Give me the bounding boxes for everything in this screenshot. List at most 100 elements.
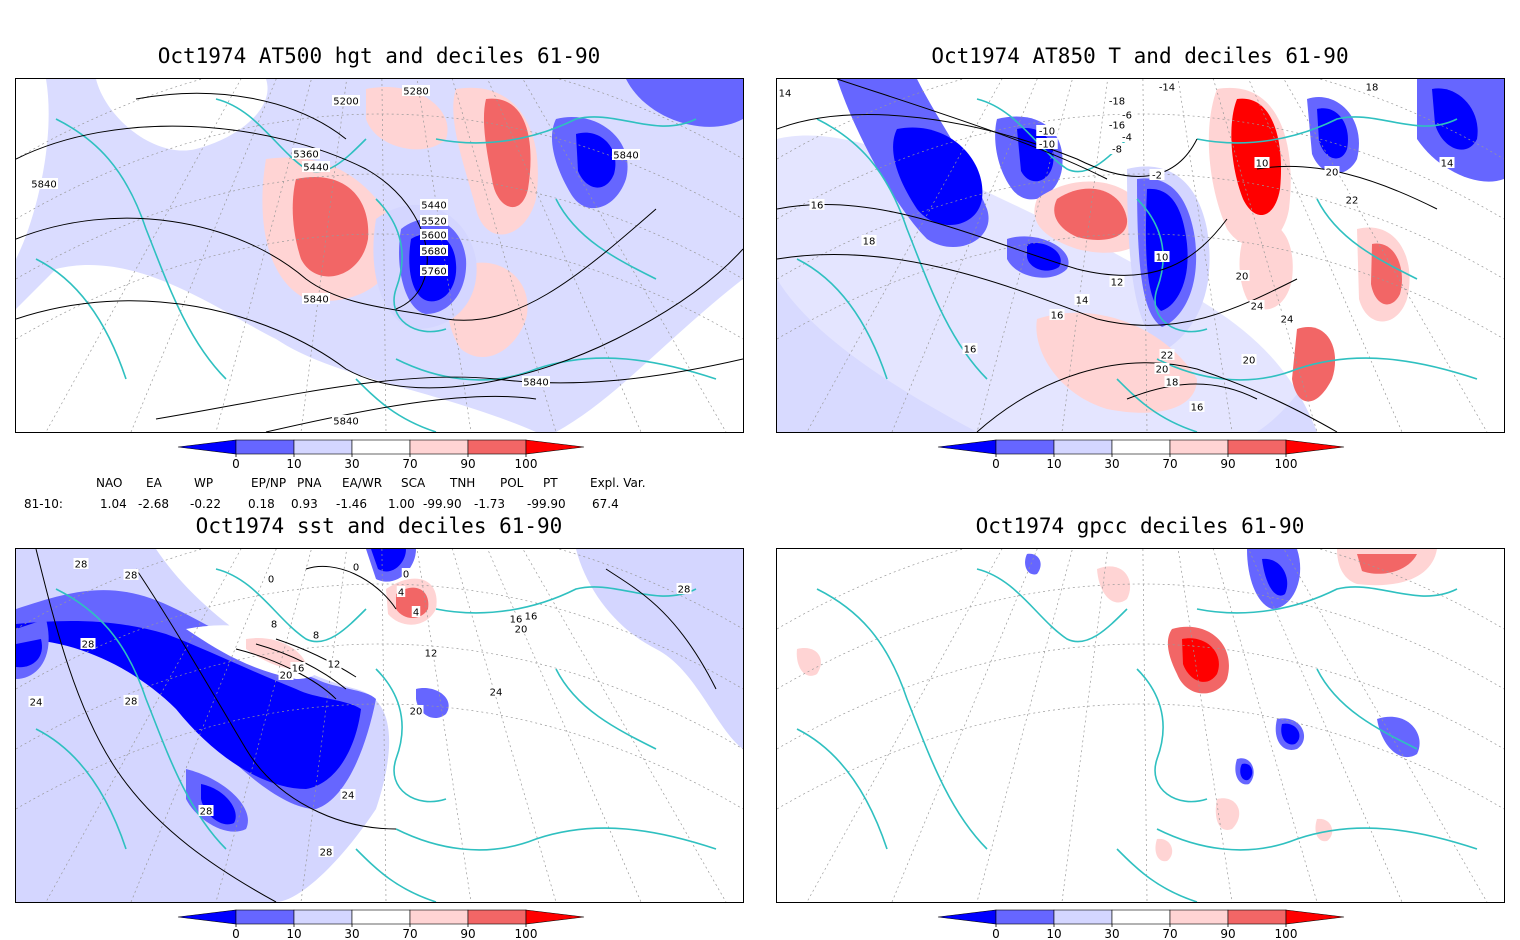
contour-label: 5360 [292,148,320,161]
contour-label-bg [523,610,539,621]
colorbar-tick-label: 0 [992,927,1000,940]
graticule-meridian [891,549,1038,902]
contour-label-text: 4 [398,588,404,599]
contour-label-text: 5360 [293,150,318,161]
contour-label-bg [777,87,793,98]
contour-label-text: 12 [1111,278,1124,289]
contour-label-bg [1109,276,1125,287]
contour-label-bg [269,618,279,629]
graticule-meridian [891,79,1038,432]
colorbar-tick-label: 10 [286,457,301,471]
coastline [215,568,367,643]
colorbar-tick-label: 70 [402,927,417,940]
colorbar-tick-label: 70 [1162,457,1177,471]
coastline [1316,668,1418,750]
contour-line [265,395,537,432]
graticule-parallel [16,703,743,810]
contour-label-text: 5840 [31,180,56,191]
contour-label: 18 [1364,81,1380,94]
colorbar-segment [177,909,237,925]
colorbar-segment [409,909,469,925]
contour-label-bg [488,686,504,697]
graticule-parallel [777,703,1504,810]
decile-region [1357,554,1417,574]
graticule-meridian [1142,79,1148,432]
contour-label-bg [80,638,96,649]
graticule-meridian [130,79,277,432]
graticule-parallel [777,583,1504,690]
contour-label-bg [1074,294,1090,305]
contour-label: 16 [1189,401,1205,414]
colorbar-tick-label: 90 [460,457,475,471]
contour-label-text: 28 [125,697,138,708]
panel-title-hgt: Oct1974 AT500 hgt and deciles 61-90 [157,44,601,68]
decile-region [1231,98,1282,216]
index-header-tnh: TNH [450,476,476,490]
contour-label-bg [1189,401,1205,412]
decile-region [1240,763,1253,781]
contour-label-text: 5520 [421,217,446,228]
contour-label-bg [198,805,214,816]
contour-line [16,248,743,389]
decile-region [16,639,42,668]
contour-label-text: 5680 [421,247,446,258]
index-header-eawr: EA/WR [342,476,383,490]
contour-label: 20 [1324,166,1340,179]
contour-label-text: 5840 [613,151,638,162]
decile-region [1155,838,1173,862]
contour-label-text: 24 [342,791,355,802]
contour-line [605,568,717,690]
contour-label-bg [30,178,58,189]
colorbar-3: 0 10 30 70 90 100 [177,909,585,940]
index-header-pna: PNA [297,476,322,490]
contour-label-bg [326,658,342,669]
contour-label-bg [861,235,877,246]
contour-label: 28 [80,638,96,651]
contour-line [275,638,357,678]
contour-label-text: 8 [313,631,319,642]
contour-label-bg [1149,169,1165,180]
index-header-ea: EA [146,476,162,490]
colorbar-segment [1227,439,1287,455]
coastline [816,588,988,850]
colorbar-segment [467,909,527,925]
colorbar-tick-label: 0 [232,927,240,940]
index-value-epnp: 0.18 [248,497,275,511]
contour-label: 5840 [332,415,360,428]
contour-label: 4 [411,606,421,619]
contour-label: 24 [1249,300,1265,313]
contour-label-bg [266,573,276,584]
contour-label-text: 14 [779,89,792,100]
contour-label-text: 5440 [421,201,446,212]
contour-label-bg [420,215,448,226]
panel-title-gpcc: Oct1974 gpcc deciles 61-90 [975,514,1305,538]
colorbar-tick-label: 100 [1275,457,1298,471]
colorbar-tick-label: 70 [402,457,417,471]
map-sst-svg: 2828242828000448812162012162024202428282… [16,549,743,902]
colorbar-tick-label: 0 [232,457,240,471]
colorbar-2: 0 10 30 70 90 100 [937,439,1345,471]
coastline [1196,116,1458,144]
contour-label-text: 16 [292,664,305,675]
map-gpcc-svg [777,549,1504,902]
contour-label-text: 8 [271,620,277,631]
colorbar-segment [937,909,997,925]
contour-label: 12 [1109,276,1125,289]
contour-label-text: 18 [863,237,876,248]
contour-label-text: 16 [811,201,824,212]
colorbar-segment [525,439,585,455]
contour-label-bg [1234,270,1250,281]
colorbar-segment [1169,439,1229,455]
graticule-meridian [1061,549,1109,902]
contour-label-bg [522,376,550,387]
decile-region [96,79,268,151]
decile-region [483,98,531,208]
index-value-pol: -1.73 [474,497,506,511]
contour-label: -8 [1109,143,1125,156]
contour-label-bg [1439,157,1455,168]
contour-label-text: 16 [1051,311,1064,322]
contour-label-text: 16 [525,612,538,623]
contour-label-text: 28 [678,585,691,596]
colorbar-tick-label: 90 [1220,927,1235,940]
map-t850: 14 -14 -10 -18 -16 -10 -6 -4 -8 -2 10 18 14 20 22 16 18 1… [776,78,1505,433]
